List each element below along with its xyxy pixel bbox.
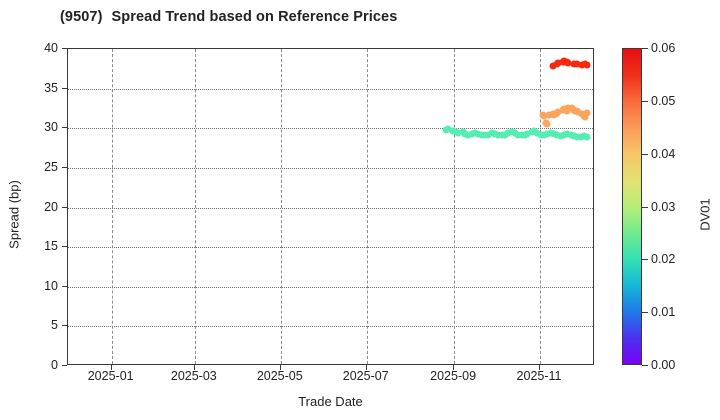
data-point	[573, 60, 581, 68]
data-point	[540, 112, 548, 120]
y-tick-label: 0	[51, 358, 58, 372]
data-point	[563, 130, 571, 138]
colorbar-title: DV01	[697, 198, 713, 231]
gridline-vertical	[194, 49, 196, 364]
colorbar	[622, 48, 642, 365]
gridline-vertical	[540, 49, 542, 364]
x-tick-mark	[279, 365, 281, 370]
colorbar-tick-label: 0.02	[651, 252, 676, 267]
chart-title-text: Spread Trend based on Reference Prices	[111, 9, 398, 25]
plot-inner	[68, 49, 593, 364]
gridline-horizontal	[68, 247, 593, 249]
data-point	[545, 111, 552, 119]
colorbar-tick-label: 0.05	[651, 93, 676, 108]
colorbar-tick-mark	[642, 48, 648, 49]
x-tick-mark	[539, 365, 541, 370]
data-point	[484, 131, 492, 139]
plot-area	[67, 48, 594, 365]
y-tick-mark	[62, 166, 67, 168]
y-tick-label: 40	[44, 41, 58, 55]
y-tick-label: 5	[51, 318, 58, 333]
colorbar-gradient	[623, 49, 641, 364]
gridline-vertical	[280, 49, 282, 364]
colorbar-tick-mark	[642, 312, 648, 314]
data-point	[514, 131, 521, 139]
y-tick-mark	[62, 325, 67, 327]
y-tick-mark	[62, 127, 67, 129]
chart-title: (9507) Spread Trend based on Reference Pr…	[60, 9, 397, 25]
gridline-vertical	[454, 49, 456, 364]
data-point	[444, 125, 452, 133]
colorbar-tick-mark	[642, 100, 648, 102]
colorbar-tick-mark	[642, 365, 648, 366]
y-tick-label: 15	[44, 239, 58, 254]
data-point	[564, 104, 572, 112]
colorbar-tick-label: 0.03	[651, 199, 676, 214]
data-point	[581, 113, 589, 121]
data-point	[564, 59, 572, 67]
data-point	[533, 129, 541, 137]
gridline-vertical	[111, 49, 113, 364]
y-tick-label: 30	[44, 120, 58, 135]
gridline-horizontal	[68, 286, 593, 288]
y-tick-mark	[62, 48, 67, 49]
y-tick-label: 20	[44, 199, 58, 214]
colorbar-tick-mark	[642, 153, 648, 155]
gridline-vertical	[366, 49, 368, 364]
x-tick-label: 2025-03	[170, 369, 217, 383]
data-point	[573, 133, 581, 141]
y-tick-label: 25	[44, 159, 58, 174]
x-tick-label: 2025-05	[256, 369, 303, 383]
colorbar-tick-mark	[642, 259, 648, 261]
x-tick-label: 2025-01	[87, 369, 134, 383]
y-tick-label: 10	[44, 278, 58, 293]
gridline-horizontal	[68, 167, 593, 169]
data-point	[543, 130, 551, 138]
issuer-code: (9507)	[60, 9, 103, 25]
y-tick-mark	[62, 365, 67, 366]
data-point	[554, 59, 562, 67]
colorbar-tick-mark	[642, 206, 648, 208]
data-point	[554, 108, 562, 116]
x-tick-label: 2025-07	[342, 369, 389, 383]
data-point	[543, 120, 551, 128]
data-point	[574, 108, 582, 116]
data-point	[549, 62, 557, 70]
x-axis-title: Trade Date	[298, 394, 363, 409]
x-tick-mark	[110, 365, 112, 370]
gridline-horizontal	[68, 88, 593, 90]
data-point	[454, 129, 462, 137]
y-tick-mark	[62, 246, 67, 248]
data-point	[474, 130, 482, 138]
x-tick-mark	[365, 365, 367, 370]
gridline-horizontal	[68, 326, 593, 328]
x-tick-label: 2025-11	[516, 369, 562, 383]
colorbar-tick-label: 0.04	[651, 146, 676, 161]
data-point	[504, 129, 512, 137]
x-tick-mark	[193, 365, 195, 370]
x-tick-label: 2025-09	[430, 369, 477, 383]
data-point	[553, 131, 561, 139]
y-axis-title: Spread (bp)	[6, 180, 22, 249]
gridline-horizontal	[68, 207, 593, 209]
data-point	[523, 130, 531, 138]
colorbar-tick-label: 0.00	[651, 358, 676, 372]
colorbar-tick-label: 0.01	[651, 305, 676, 320]
colorbar-tick-label: 0.06	[651, 41, 676, 55]
data-point	[494, 131, 502, 139]
data-point	[583, 109, 591, 117]
y-tick-label: 35	[44, 80, 58, 95]
y-tick-mark	[62, 285, 67, 287]
gridline-horizontal	[68, 128, 593, 130]
data-point	[583, 133, 591, 141]
y-tick-mark	[62, 87, 67, 89]
y-tick-mark	[62, 206, 67, 208]
data-point	[583, 61, 591, 69]
data-point	[464, 131, 472, 139]
x-tick-mark	[453, 365, 455, 370]
